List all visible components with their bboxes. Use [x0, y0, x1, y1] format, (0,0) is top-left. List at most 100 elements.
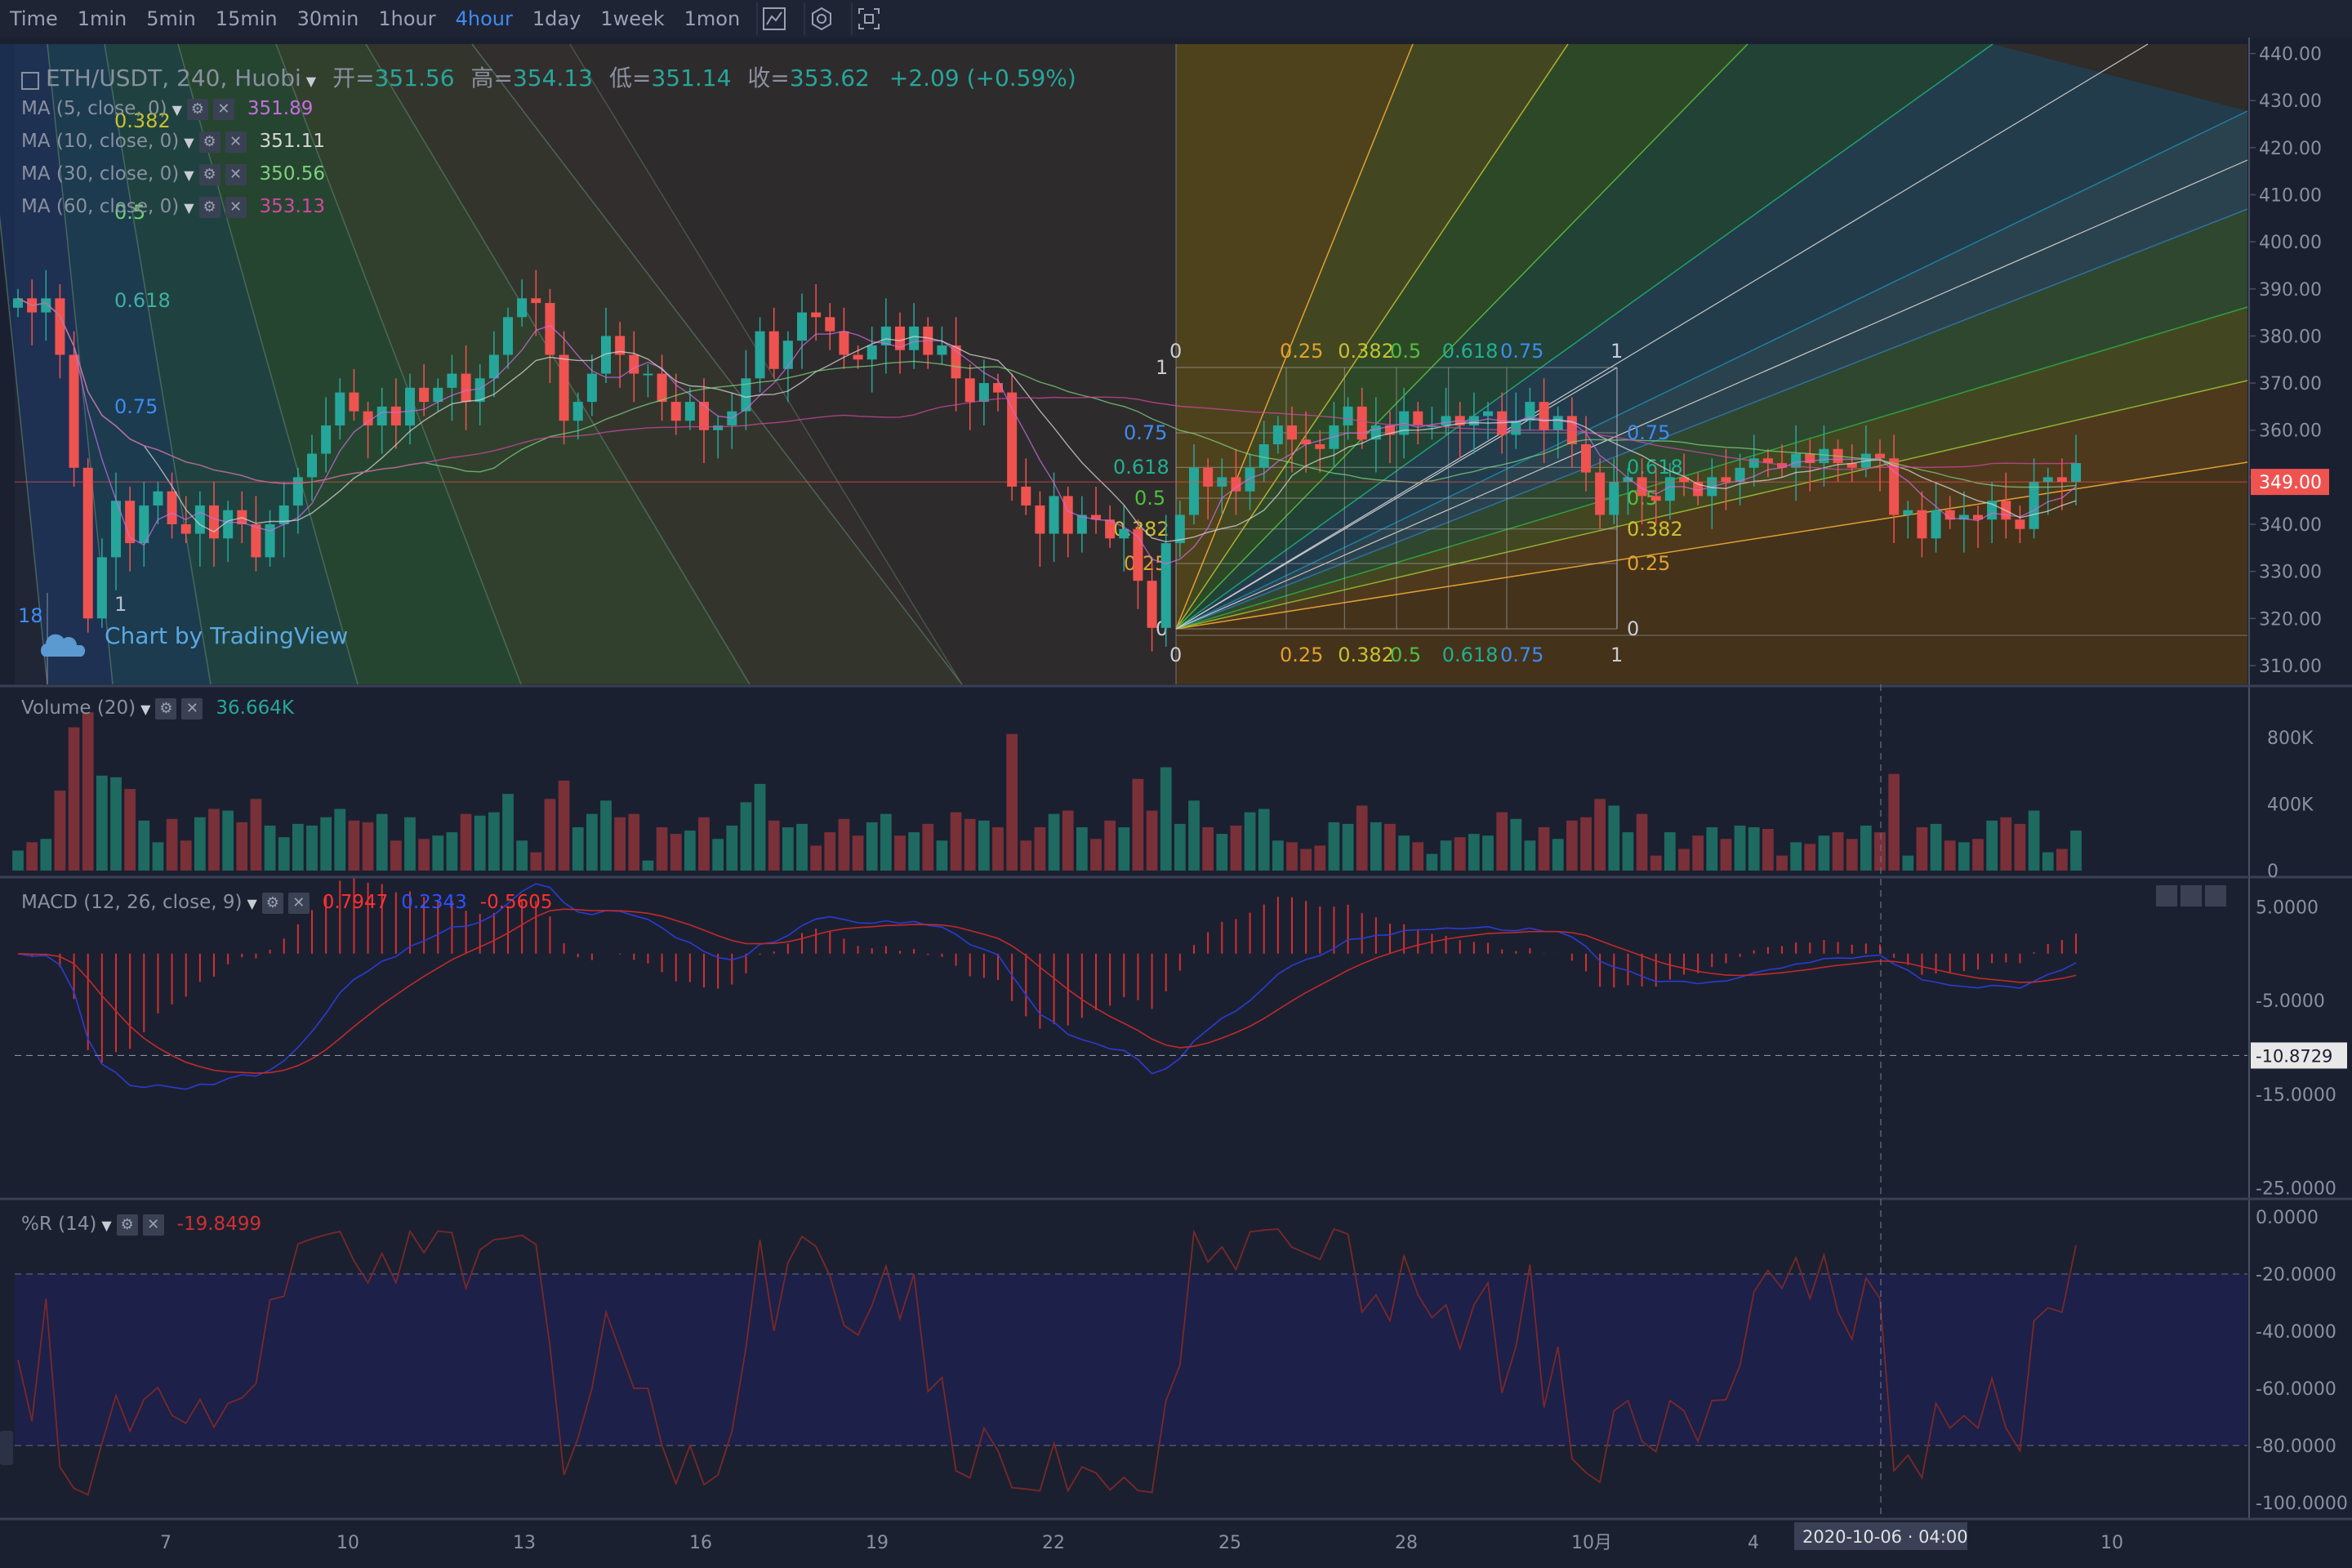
volume-bar	[278, 837, 290, 871]
timeframe-4hour[interactable]: 4hour	[455, 7, 513, 30]
gear-icon[interactable]: ⚙	[261, 892, 283, 914]
volume-bar	[922, 823, 934, 871]
close-icon[interactable]: ✕	[287, 892, 310, 914]
gann-ray	[1175, 43, 1569, 630]
collapse-pane-icon[interactable]	[21, 71, 39, 90]
candle-body	[601, 336, 611, 374]
gear-icon[interactable]: ⚙	[155, 697, 177, 719]
sidebar-toggle-handle[interactable]	[0, 1431, 13, 1465]
volume-bar	[1160, 767, 1172, 871]
candle-body	[1272, 425, 1283, 444]
volume-bar	[1328, 822, 1340, 871]
volume-bar	[1916, 826, 1928, 871]
ohlc-value: 353.62	[789, 65, 870, 91]
chevron-down-icon[interactable]: ▼	[101, 1218, 112, 1233]
timeframe-time[interactable]: Time	[10, 7, 58, 30]
fan-label: 18	[18, 604, 43, 627]
chevron-down-icon[interactable]: ▼	[305, 74, 317, 89]
volume-bar	[1090, 839, 1102, 871]
ma-legend-1[interactable]: MA (10, close, 0) ▼ ⚙ ✕ 351.11	[21, 131, 325, 153]
ma-legend-0[interactable]: MA (5, close, 0) ▼ ⚙ ✕ 351.89	[21, 98, 313, 120]
wr-tick-label: -60.0000	[2256, 1379, 2336, 1400]
indicators-icon[interactable]	[756, 2, 791, 35]
gann-label: 0.382	[1627, 518, 1683, 541]
timeframe-5min[interactable]: 5min	[146, 7, 196, 30]
symbol-legend[interactable]: ETH/USDT, 240, Huobi ▼ 开=351.56 高=354.13 低=3…	[21, 60, 1076, 93]
volume-bar	[936, 840, 948, 871]
timeframe-1week[interactable]: 1week	[600, 7, 665, 30]
close-icon[interactable]: ✕	[212, 98, 234, 120]
close-icon[interactable]: ✕	[181, 697, 203, 719]
candle-body	[1581, 444, 1591, 473]
candle-body	[209, 505, 219, 539]
gear-icon[interactable]: ⚙	[198, 196, 220, 218]
gear-icon[interactable]: ⚙	[198, 131, 220, 153]
ma-legend-2[interactable]: MA (30, close, 0) ▼ ⚙ ✕ 350.56	[21, 163, 325, 185]
volume-bar	[1146, 810, 1158, 871]
volume-bar	[1300, 849, 1312, 871]
macd-line	[17, 883, 2077, 1090]
candle-body	[1539, 402, 1549, 430]
candle-body	[1511, 421, 1521, 435]
chevron-down-icon[interactable]: ▼	[172, 102, 182, 118]
macd-legend[interactable]: MACD (12, 26, close, 9) ▼ ⚙ ✕ 0.7947 0.2343 -0…	[21, 892, 553, 914]
candle-body	[1931, 510, 1941, 539]
volume-bar	[1174, 823, 1186, 871]
candle-body	[307, 453, 317, 478]
candle-body	[1468, 416, 1479, 425]
volume-bar	[26, 842, 38, 871]
timeframe-1min[interactable]: 1min	[77, 7, 127, 30]
candle-body	[447, 373, 457, 388]
time-tick-label: 10	[336, 1533, 359, 1553]
candle-body	[349, 392, 359, 412]
close-icon[interactable]: ✕	[225, 131, 247, 153]
screenshot-icon[interactable]	[851, 2, 885, 35]
candle-body	[1903, 510, 1913, 515]
pane-maximize-icon[interactable]	[2205, 885, 2226, 906]
volume-bar	[530, 852, 542, 871]
chevron-down-icon[interactable]: ▼	[184, 200, 194, 216]
timeframe-1mon[interactable]: 1mon	[684, 7, 741, 30]
candle-body	[1525, 402, 1535, 421]
timeframe-1hour[interactable]: 1hour	[378, 7, 436, 30]
volume-bar	[1132, 778, 1144, 871]
gear-icon[interactable]: ⚙	[198, 163, 220, 185]
wr-legend[interactable]: %R (14) ▼ ⚙ ✕ -19.8499	[21, 1214, 261, 1236]
ohlc-label: 低=	[608, 65, 652, 91]
close-icon[interactable]: ✕	[225, 163, 247, 185]
macd-pane: 5.0000 -5.0000 -15.0000 -25.0000 -10.8729	[15, 878, 2347, 1200]
fan-line	[104, 43, 212, 685]
gann-label: 0.618	[1442, 644, 1499, 666]
time-tick-label: 10月	[1571, 1533, 1612, 1553]
close-icon[interactable]: ✕	[225, 196, 247, 218]
timeframe-15min[interactable]: 15min	[215, 7, 278, 30]
candle-body	[1287, 425, 1297, 440]
gann-label: 0.75	[1124, 421, 1167, 444]
settings-icon[interactable]	[804, 2, 838, 35]
candle-body	[376, 406, 387, 425]
candle-body	[657, 373, 667, 403]
close-icon[interactable]: ✕	[142, 1214, 164, 1236]
time-tick-label: 4	[1748, 1533, 1759, 1553]
chevron-down-icon[interactable]: ▼	[184, 135, 194, 150]
candle-body	[1105, 519, 1116, 539]
volume-bar	[1804, 844, 1816, 871]
pane-up-icon[interactable]	[2156, 885, 2177, 906]
gann-label: 1	[1156, 356, 1168, 379]
candle-body	[741, 378, 751, 412]
chevron-down-icon[interactable]: ▼	[247, 896, 257, 911]
candle-body	[1441, 416, 1451, 425]
gear-icon[interactable]: ⚙	[116, 1214, 138, 1236]
volume-bar	[432, 835, 444, 871]
timeframe-1day[interactable]: 1day	[532, 7, 581, 30]
volume-legend[interactable]: Volume (20) ▼ ⚙ ✕ 36.664K	[21, 697, 294, 719]
timeframe-30min[interactable]: 30min	[296, 7, 359, 30]
ma-legend-3[interactable]: MA (60, close, 0) ▼ ⚙ ✕ 353.13	[21, 196, 325, 218]
gear-icon[interactable]: ⚙	[186, 98, 208, 120]
volume-bar	[1020, 840, 1032, 871]
candle-body	[488, 354, 499, 379]
pane-down-icon[interactable]	[2180, 885, 2202, 906]
chevron-down-icon[interactable]: ▼	[140, 702, 151, 717]
chevron-down-icon[interactable]: ▼	[184, 167, 194, 183]
